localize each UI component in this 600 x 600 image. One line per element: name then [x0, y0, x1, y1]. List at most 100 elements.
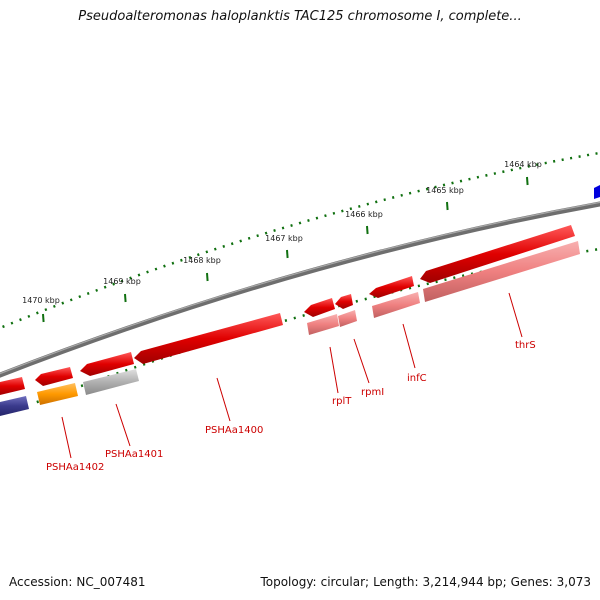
- outer-minor-tick: [247, 236, 251, 240]
- outer-minor-tick: [468, 177, 471, 181]
- gene-PSHAa1402-arrow[interactable]: [35, 367, 73, 386]
- outer-minor-tick: [281, 226, 285, 230]
- outer-minor-tick: [527, 164, 530, 168]
- outer-minor-tick: [52, 304, 56, 308]
- gene-PSHAa1400-arrow[interactable]: [134, 313, 283, 364]
- product-infC[interactable]: [372, 292, 420, 318]
- outer-minor-tick: [485, 173, 488, 177]
- outer-minor-tick: [391, 196, 395, 199]
- genome-stats: Topology: circular; Length: 3,214,944 bp; Ge…: [260, 575, 591, 589]
- outer-minor-tick: [307, 219, 310, 222]
- gene-rplT-arrow[interactable]: [304, 298, 335, 317]
- gene-labels: thrS infC rpmI rplT PSHAa1400 PSHAa1401 …: [46, 340, 536, 473]
- product-left-edge[interactable]: [0, 396, 29, 416]
- major-tick: [366, 225, 369, 235]
- inner-minor-tick: [364, 297, 367, 301]
- outer-minor-tick: [44, 308, 48, 312]
- outer-minor-tick: [493, 172, 497, 175]
- inner-minor-tick: [124, 368, 128, 372]
- gene-label-PSHAa1401[interactable]: PSHAa1401: [105, 449, 163, 460]
- product-rpmI[interactable]: [338, 310, 357, 327]
- accession-info: Accession: NC_007481: [9, 575, 146, 589]
- length-value: 3,214,944 bp;: [422, 575, 507, 589]
- edge-feature-blue[interactable]: [594, 185, 600, 199]
- inner-minor-tick: [444, 278, 447, 282]
- outer-minor-tick: [112, 282, 115, 286]
- major-tick: [286, 249, 289, 259]
- outer-minor-tick: [451, 181, 454, 185]
- outer-minor-tick: [171, 261, 175, 265]
- outer-minor-tick: [298, 221, 302, 225]
- scale-label: 1467 kbp: [265, 234, 303, 243]
- gene-label-thrS[interactable]: thrS: [515, 340, 536, 351]
- outer-minor-tick: [332, 211, 336, 215]
- outer-minor-tick: [19, 318, 22, 322]
- outer-minor-tick: [163, 264, 166, 268]
- outer-minor-tick: [222, 244, 226, 248]
- product-thrS[interactable]: [423, 241, 580, 302]
- outer-minor-tick: [129, 276, 132, 280]
- major-tick: [446, 201, 449, 211]
- product-PSHAa1401[interactable]: [83, 369, 139, 395]
- outer-minor-tick: [180, 258, 183, 262]
- gene-PSHAa1401-arrow[interactable]: [80, 352, 134, 376]
- genes-label: Genes:: [510, 575, 553, 589]
- outer-minor-tick: [349, 207, 353, 211]
- outer-minor-tick: [78, 295, 82, 299]
- outer-minor-tick: [536, 163, 539, 167]
- topology-label: Topology:: [260, 575, 317, 589]
- gene-label-rplT[interactable]: rplT: [332, 396, 352, 407]
- outer-minor-tick: [188, 255, 192, 260]
- outer-minor-tick: [27, 314, 31, 318]
- outer-minor-tick: [264, 231, 268, 235]
- gene-label-PSHAa1400[interactable]: PSHAa1400: [205, 425, 263, 436]
- scale-label: 1470 kbp: [22, 296, 60, 305]
- gene-label-infC[interactable]: infC: [407, 373, 427, 384]
- outer-scale-major-ticks: [42, 176, 529, 323]
- outer-minor-tick: [61, 301, 65, 305]
- outer-minor-tick: [400, 193, 403, 197]
- outer-minor-tick: [374, 200, 378, 204]
- outer-minor-tick: [35, 311, 39, 315]
- outer-minor-tick: [213, 247, 217, 251]
- genes-value: 3,073: [556, 575, 591, 589]
- scale-label: 1466 kbp: [345, 210, 383, 219]
- inner-minor-tick: [293, 316, 297, 320]
- scale-label: 1469 kbp: [103, 277, 141, 286]
- product-rplT[interactable]: [307, 314, 339, 335]
- outer-minor-tick: [146, 270, 149, 274]
- outer-minor-tick: [103, 285, 107, 289]
- outer-minor-tick: [383, 198, 386, 202]
- outer-minor-tick: [196, 253, 200, 257]
- left-edge-gene-arrow[interactable]: [0, 377, 25, 395]
- chromosome-backbone: [0, 201, 600, 378]
- chromosome-backbone-highlight: [0, 201, 600, 375]
- outer-minor-tick: [86, 291, 90, 296]
- product-PSHAa1402[interactable]: [37, 383, 78, 405]
- major-tick: [42, 313, 45, 323]
- gene-leader-lines: [61, 292, 523, 459]
- outer-minor-tick: [510, 168, 514, 172]
- scale-label: 1468 kbp: [183, 256, 221, 265]
- outer-minor-tick: [341, 209, 344, 213]
- gene-label-rpmI[interactable]: rpmI: [361, 387, 384, 398]
- gene-infC-arrow[interactable]: [369, 276, 414, 298]
- outer-minor-tick: [425, 187, 429, 191]
- outer-minor-tick: [324, 214, 327, 218]
- outer-minor-tick: [154, 267, 158, 271]
- major-tick: [206, 272, 209, 282]
- outer-minor-tick: [69, 298, 73, 302]
- accession-label: Accession:: [9, 575, 73, 589]
- outer-minor-tick: [442, 183, 446, 187]
- length-label: Length:: [373, 575, 419, 589]
- outer-minor-tick: [358, 204, 361, 208]
- gene-thrS-arrow[interactable]: [420, 225, 575, 283]
- outer-minor-tick: [459, 179, 463, 183]
- inner-minor-tick: [80, 384, 84, 388]
- outer-minor-tick: [586, 153, 590, 157]
- gene-rpmI-arrow[interactable]: [335, 294, 353, 309]
- gene-label-PSHAa1402[interactable]: PSHAa1402: [46, 462, 104, 473]
- outer-minor-tick: [230, 242, 234, 246]
- outer-minor-tick: [502, 170, 505, 174]
